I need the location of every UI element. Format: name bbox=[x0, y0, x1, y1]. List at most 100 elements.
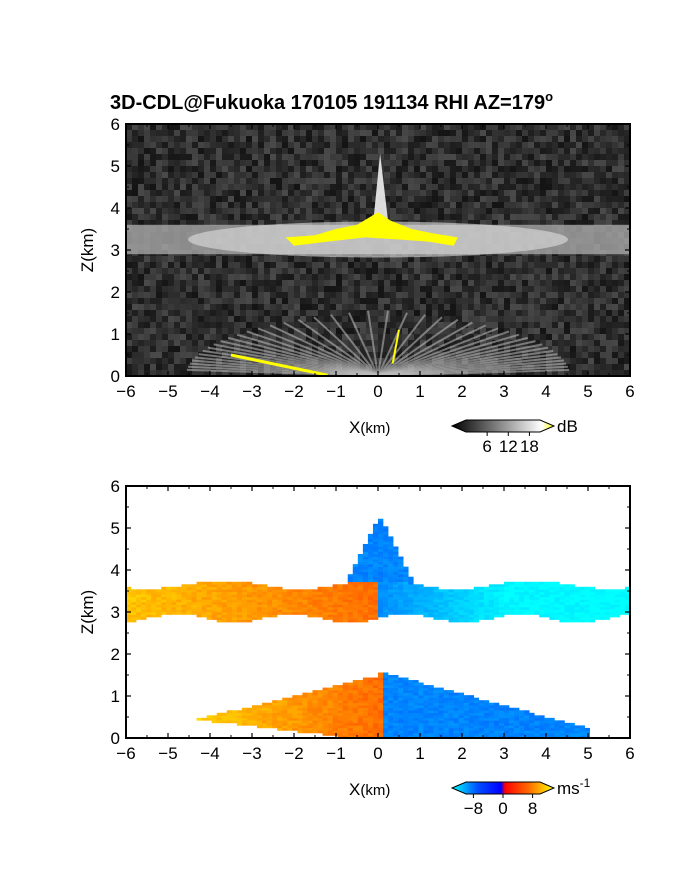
velocity-cell bbox=[317, 690, 323, 693]
velocity-cell bbox=[534, 727, 540, 731]
velocity-cell bbox=[372, 735, 379, 738]
noise-cell bbox=[528, 154, 534, 160]
noise-cell bbox=[294, 304, 300, 310]
noise-cell bbox=[372, 262, 378, 268]
noise-cell bbox=[540, 124, 546, 130]
velocity-cell bbox=[257, 705, 263, 709]
velocity-cell bbox=[458, 614, 464, 618]
noise-cell bbox=[264, 184, 270, 190]
noise-cell bbox=[498, 256, 504, 262]
velocity-cell bbox=[418, 722, 424, 726]
noise-cell bbox=[192, 172, 198, 178]
noise-cell bbox=[366, 334, 372, 340]
velocity-cell bbox=[347, 692, 354, 696]
noise-cell bbox=[198, 166, 204, 172]
noise-cell bbox=[186, 310, 192, 316]
noise-cell bbox=[594, 274, 600, 280]
noise-cell bbox=[324, 328, 330, 334]
noise-cell bbox=[390, 136, 396, 142]
velocity-cell bbox=[312, 700, 318, 704]
noise-cell bbox=[414, 304, 420, 310]
noise-cell bbox=[186, 220, 192, 226]
noise-cell bbox=[522, 196, 528, 202]
velocity-cell bbox=[252, 720, 258, 724]
velocity-cell bbox=[347, 710, 354, 714]
noise-cell bbox=[318, 352, 324, 358]
noise-cell bbox=[558, 220, 564, 226]
fan-beam bbox=[377, 316, 443, 376]
velocity-cell bbox=[554, 617, 560, 620]
noise-cell bbox=[336, 310, 342, 316]
velocity-cell bbox=[126, 612, 132, 615]
noise-cell bbox=[588, 316, 594, 322]
noise-cell bbox=[228, 298, 234, 304]
noise-cell bbox=[396, 274, 402, 280]
noise-cell bbox=[258, 196, 264, 202]
noise-cell bbox=[144, 148, 150, 154]
noise-cell bbox=[150, 202, 156, 208]
noise-cell bbox=[282, 190, 288, 196]
noise-cell bbox=[564, 352, 570, 358]
velocity-cell bbox=[483, 722, 490, 726]
noise-cell bbox=[558, 130, 564, 136]
noise-cell bbox=[330, 214, 336, 220]
velocity-cell bbox=[347, 685, 354, 688]
noise-cell bbox=[564, 202, 570, 208]
noise-cell bbox=[552, 178, 558, 184]
noise-cell bbox=[486, 274, 492, 280]
noise-cell bbox=[618, 286, 624, 292]
noise-cell bbox=[240, 178, 246, 184]
noise-cell bbox=[366, 178, 372, 184]
noise-cell bbox=[174, 370, 180, 376]
noise-cell bbox=[186, 160, 192, 166]
noise-cell bbox=[444, 190, 450, 196]
velocity-cell bbox=[383, 712, 389, 716]
velocity-cell bbox=[352, 619, 359, 623]
noise-cell bbox=[510, 184, 516, 190]
velocity-cell bbox=[267, 614, 273, 618]
velocity-cell bbox=[372, 680, 379, 683]
velocity-cell bbox=[337, 727, 344, 731]
noise-cell bbox=[612, 268, 618, 274]
noise-cell bbox=[528, 286, 534, 292]
noise-cell bbox=[510, 154, 516, 160]
noise-cell bbox=[282, 172, 288, 178]
fan-beam bbox=[313, 316, 379, 376]
noise-cell bbox=[534, 358, 540, 364]
noise-cell bbox=[180, 214, 186, 220]
velocity-cell bbox=[534, 735, 540, 738]
velocity-cell bbox=[342, 692, 349, 696]
noise-cell bbox=[504, 346, 510, 352]
velocity-cell bbox=[453, 707, 459, 711]
velocity-cell bbox=[413, 702, 419, 706]
velocity-cell bbox=[569, 730, 575, 734]
noise-cell bbox=[252, 322, 258, 328]
velocity-cell bbox=[483, 700, 490, 704]
noise-cell bbox=[594, 178, 600, 184]
velocity-cell bbox=[292, 700, 298, 704]
velocity-cell bbox=[579, 727, 585, 731]
noise-cell bbox=[276, 322, 282, 328]
velocity-cell bbox=[372, 677, 379, 681]
noise-cell bbox=[180, 208, 186, 214]
velocity-cell bbox=[423, 700, 429, 704]
noise-cell bbox=[366, 298, 372, 304]
noise-cell bbox=[240, 130, 246, 136]
noise-cell bbox=[186, 130, 192, 136]
noise-cell bbox=[216, 280, 222, 286]
noise-cell bbox=[522, 148, 528, 154]
noise-cell bbox=[600, 280, 606, 286]
noise-cell bbox=[594, 256, 600, 262]
noise-cell bbox=[222, 214, 228, 220]
velocity-cell bbox=[332, 690, 338, 693]
noise-cell bbox=[390, 154, 396, 160]
velocity-cell bbox=[297, 717, 303, 721]
x-tick-label: 4 bbox=[541, 382, 550, 401]
velocity-cell bbox=[579, 619, 585, 623]
velocity-cell bbox=[378, 690, 384, 693]
noise-cell bbox=[624, 202, 630, 208]
noise-cell bbox=[162, 154, 168, 160]
velocity-cell bbox=[367, 715, 374, 719]
noise-cell bbox=[246, 370, 252, 376]
velocity-cell bbox=[282, 720, 288, 724]
